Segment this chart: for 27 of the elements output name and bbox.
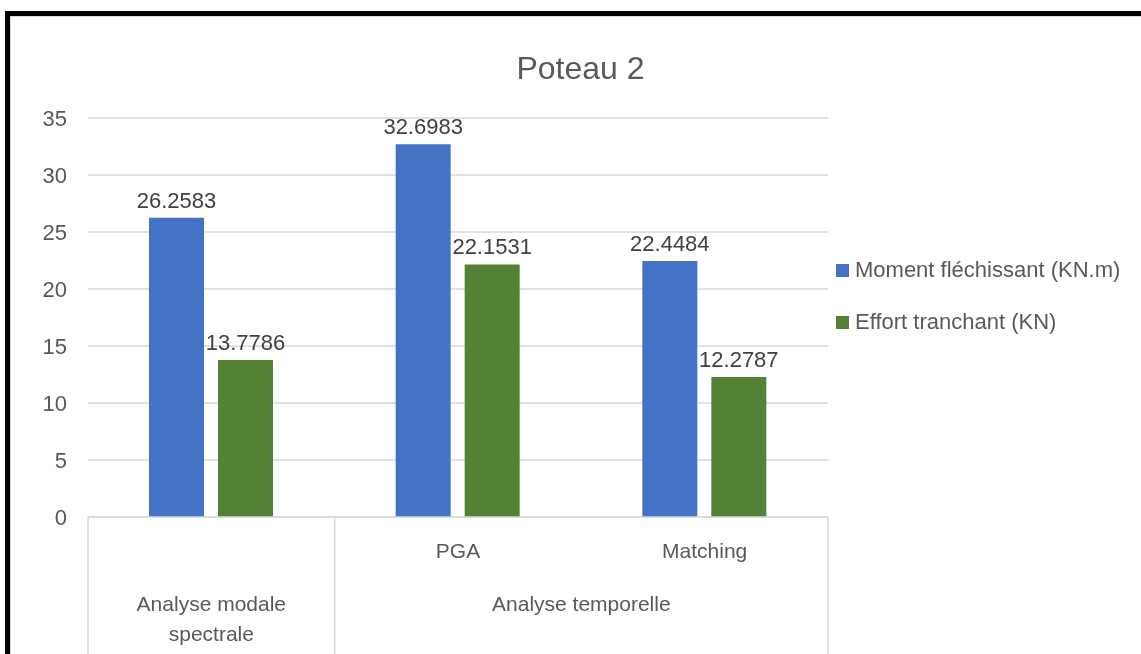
x-tick-label: PGA (435, 538, 481, 562)
bar (711, 377, 767, 517)
text: Analyse temporelle (492, 591, 671, 615)
y-tick-label: 5 (54, 447, 67, 473)
y-tick-label: 35 (42, 105, 67, 131)
y-tick-label: 30 (42, 162, 67, 188)
y-tick-label: 0 (54, 504, 67, 530)
x-tick-label: Matching (662, 538, 748, 562)
y-tick-label: 25 (42, 219, 67, 245)
text: Analyse modale spectrale (136, 591, 287, 645)
bar (395, 144, 451, 517)
data-label: 12.2787 (699, 347, 779, 373)
y-tick-label: 20 (42, 276, 67, 302)
bar (642, 261, 698, 517)
data-label: 22.1531 (452, 234, 532, 260)
data-label: 13.7786 (205, 329, 286, 355)
bar (218, 359, 273, 517)
data-label: 26.2583 (136, 187, 217, 213)
bar (464, 264, 520, 517)
y-tick-label: 15 (42, 333, 67, 359)
legend-label: Moment fléchissant (KN.m) (855, 257, 1121, 282)
data-label: 22.4484 (630, 231, 710, 257)
chart-title: Poteau 2 (516, 50, 645, 86)
bar (149, 217, 204, 517)
legend-label: Effort tranchant (KN) (855, 309, 1057, 334)
y-tick-label: 10 (42, 390, 67, 416)
data-label: 32.6983 (383, 114, 463, 140)
